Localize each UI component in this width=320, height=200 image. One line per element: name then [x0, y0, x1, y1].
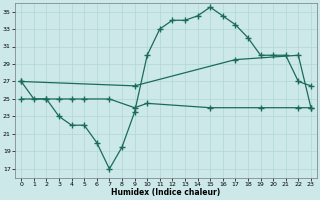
X-axis label: Humidex (Indice chaleur): Humidex (Indice chaleur)	[111, 188, 221, 197]
